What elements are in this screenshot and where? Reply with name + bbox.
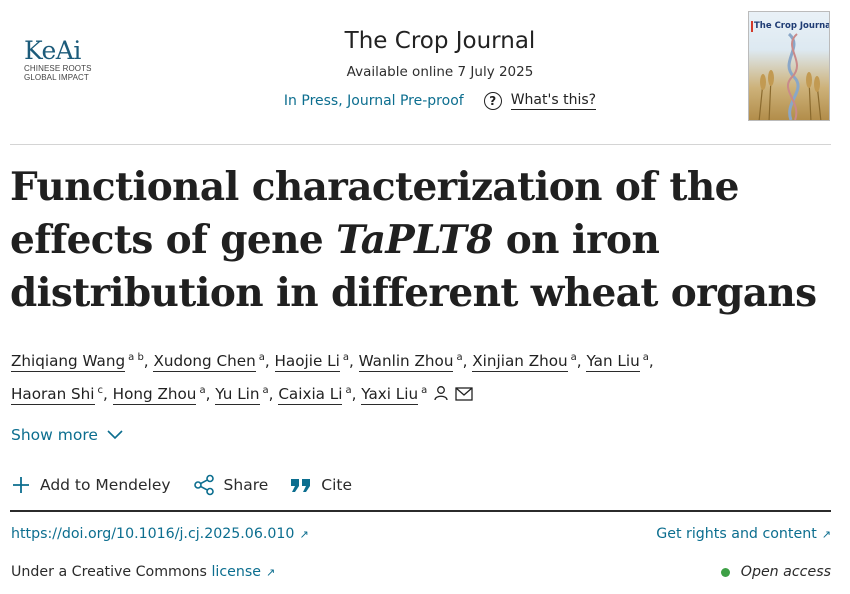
show-more-label: Show more (11, 426, 98, 444)
author-affiliation: a (342, 352, 349, 363)
share-button[interactable]: Share (193, 474, 269, 496)
question-mark-icon[interactable]: ? (483, 92, 502, 110)
chevron-down-icon (107, 430, 123, 440)
publisher-logo[interactable]: KeAi CHINESE ROOTS GLOBAL IMPACT (24, 36, 114, 83)
article-title-gene: TaPLT8 (336, 217, 493, 263)
license-link[interactable]: license ↗ (211, 564, 275, 580)
author-affiliation: a (642, 352, 649, 363)
license-link-text: license (211, 564, 261, 580)
journal-cover-image[interactable]: The Crop Journal (748, 11, 830, 121)
author-link[interactable]: Hong Zhou a (112, 385, 206, 405)
show-more-button[interactable]: Show more (11, 426, 123, 444)
cite-button[interactable]: Cite (290, 476, 352, 494)
license-prefix: Under a Creative Commons (11, 564, 207, 580)
author-affiliation: c (97, 385, 104, 396)
author-link[interactable]: Xudong Chen a (153, 352, 265, 372)
rights-text: Get rights and content (656, 526, 817, 542)
author-affiliation: a (345, 385, 352, 396)
plus-icon (13, 477, 29, 493)
journal-title-link[interactable]: The Crop Journal (344, 28, 536, 54)
author-name: Haojie Li (274, 352, 340, 372)
external-link-icon: ↗ (299, 528, 309, 541)
external-link-icon: ↗ (821, 528, 831, 541)
open-access-label: Open access (740, 564, 831, 580)
share-label: Share (223, 476, 269, 494)
actions-divider (10, 510, 831, 512)
journal-header: The Crop Journal Available online 7 July… (220, 26, 660, 112)
article-status-row: In Press, Journal Pre-proof ? What's thi… (220, 90, 660, 112)
author-name: Xudong Chen (153, 352, 256, 372)
author-name: Zhiqiang Wang (11, 352, 126, 372)
cover-artwork (758, 32, 822, 120)
author-affiliation: a (570, 352, 577, 363)
logo-tagline-2: GLOBAL IMPACT (24, 73, 89, 82)
author-link[interactable]: Zhiqiang Wang a b (11, 352, 144, 372)
author-link[interactable]: Haoran Shi c (11, 385, 104, 405)
author-name: Yan Liu (586, 352, 640, 372)
author-name: Haoran Shi (11, 385, 95, 405)
whats-this-link[interactable]: What's this? (510, 92, 597, 110)
author-affiliation: a (421, 385, 428, 396)
author-link[interactable]: Xinjian Zhou a (472, 352, 577, 372)
author-affiliation: a (199, 385, 206, 396)
author-affiliation: a (456, 352, 463, 363)
in-press-link[interactable]: In Press, Journal Pre-proof (283, 93, 464, 109)
open-access-badge: Open access (720, 564, 831, 580)
open-access-dot-icon (720, 567, 730, 577)
author-link[interactable]: Yan Liu a (586, 352, 649, 372)
author-name: Xinjian Zhou (472, 352, 568, 372)
logo-wordmark: KeAi (24, 36, 81, 65)
author-link[interactable]: Wanlin Zhou a (358, 352, 463, 372)
author-list: Zhiqiang Wang a b, Xudong Chen a, Haojie L… (11, 352, 654, 405)
mendeley-label: Add to Mendeley (40, 476, 171, 494)
available-online: Available online 7 July 2025 (346, 64, 534, 80)
cover-accent-bar (751, 21, 753, 32)
author-affiliation: a (258, 352, 265, 363)
author-name: Hong Zhou (112, 385, 197, 405)
author-name: Yu Lin (215, 385, 260, 405)
doi-link[interactable]: https://doi.org/10.1016/j.cj.2025.06.010… (11, 526, 309, 542)
cite-label: Cite (321, 476, 353, 494)
person-icon (434, 386, 448, 401)
author-link[interactable]: Haojie Li a (274, 352, 349, 372)
mail-icon (455, 387, 473, 401)
logo-tagline-1: CHINESE ROOTS (24, 64, 92, 73)
article-title-part1: Functional characterization of the effec… (10, 164, 739, 263)
article-title: Functional characterization of the effec… (10, 161, 840, 320)
header-divider (10, 144, 831, 145)
quote-icon (291, 479, 311, 492)
cover-title: The Crop Journal (754, 21, 830, 31)
article-title-part2: on iron distribution in different wheat … (10, 217, 817, 316)
author-name: Wanlin Zhou (358, 352, 454, 372)
share-icon (193, 474, 214, 496)
license-row: Under a Creative Commons license ↗ (11, 564, 275, 580)
rights-link[interactable]: Get rights and content ↗ (656, 526, 831, 542)
author-affiliation: a b (128, 352, 144, 363)
author-affiliation: a (262, 385, 269, 396)
author-link[interactable]: Yu Lin a (215, 385, 269, 405)
author-link[interactable]: Caixia Li a (278, 385, 352, 405)
add-to-mendeley-button[interactable]: Add to Mendeley (11, 475, 171, 495)
author-link-corresponding[interactable]: Yaxi Liu a (361, 385, 473, 405)
author-name: Caixia Li (278, 385, 343, 405)
article-actions: Add to Mendeley Share Cite (11, 474, 374, 496)
external-link-icon: ↗ (265, 566, 276, 579)
doi-text: https://doi.org/10.1016/j.cj.2025.06.010 (11, 526, 295, 542)
author-name: Yaxi Liu (361, 385, 419, 405)
